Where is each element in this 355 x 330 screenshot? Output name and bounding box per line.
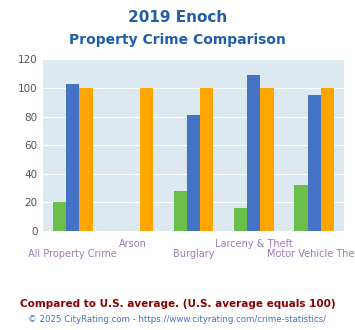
Text: Burglary: Burglary — [173, 249, 214, 259]
Text: Compared to U.S. average. (U.S. average equals 100): Compared to U.S. average. (U.S. average … — [20, 299, 335, 309]
Bar — [294, 185, 307, 231]
Bar — [80, 88, 93, 231]
Bar — [66, 84, 80, 231]
Bar — [247, 75, 261, 231]
Bar — [321, 88, 334, 231]
Bar — [234, 208, 247, 231]
Text: Larceny & Theft: Larceny & Theft — [215, 239, 293, 249]
Text: Property Crime Comparison: Property Crime Comparison — [69, 33, 286, 47]
Bar — [53, 202, 66, 231]
Bar — [187, 115, 200, 231]
Bar — [307, 95, 321, 231]
Bar — [200, 88, 213, 231]
Text: © 2025 CityRating.com - https://www.cityrating.com/crime-statistics/: © 2025 CityRating.com - https://www.city… — [28, 315, 327, 324]
Text: Arson: Arson — [119, 239, 147, 249]
Text: Motor Vehicle Theft: Motor Vehicle Theft — [267, 249, 355, 259]
Bar — [174, 191, 187, 231]
Bar — [261, 88, 274, 231]
Bar — [140, 88, 153, 231]
Text: 2019 Enoch: 2019 Enoch — [128, 10, 227, 25]
Text: All Property Crime: All Property Crime — [28, 249, 117, 259]
